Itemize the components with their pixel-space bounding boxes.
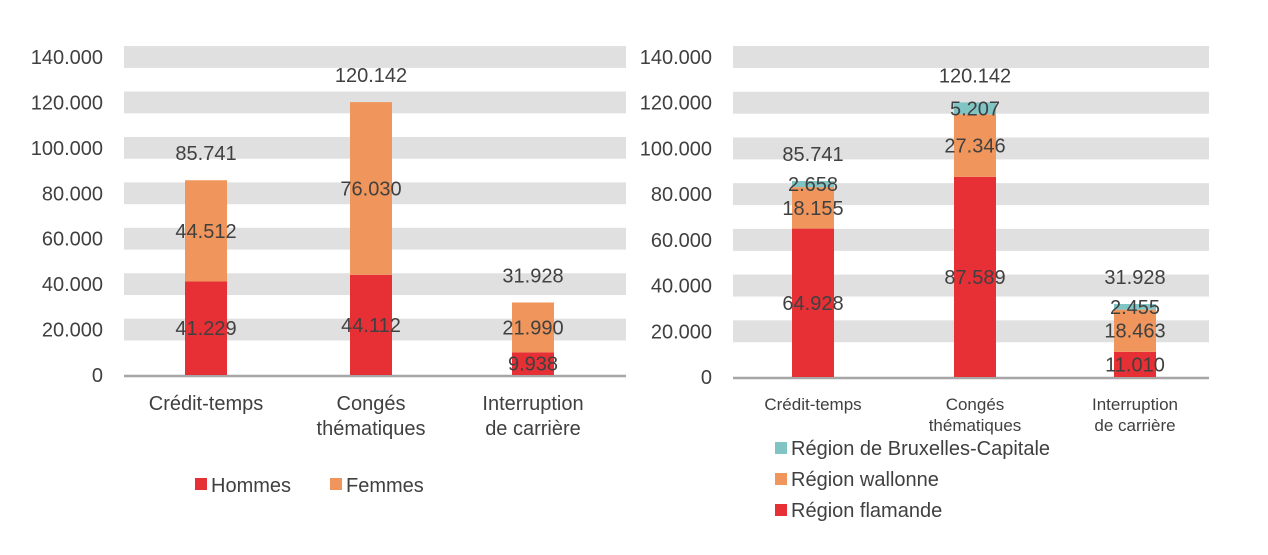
bar-segment [954,102,996,115]
legend-swatch [195,478,207,490]
y-tick-label: 100.000 [31,138,103,160]
data-label: 11.010 [1105,354,1165,376]
y-tick-label: 120.000 [640,93,712,115]
y-tick-label: 120.000 [31,92,103,114]
data-label: 2.658 [788,174,838,196]
data-label: 2.455 [1110,297,1160,319]
bar-segment [1114,309,1156,352]
legend-label: Hommes [211,475,291,497]
data-label: 87.589 [944,267,1005,289]
y-tick-label: 80.000 [42,183,103,205]
bar-segment [185,180,227,282]
bar-segment [350,102,392,275]
total-label: 85.741 [175,143,236,165]
category-label: de carrière [485,418,581,440]
data-label: 44.512 [175,221,236,243]
total-label: 120.142 [335,65,407,87]
data-label: 27.346 [944,136,1005,158]
data-label: 9.938 [508,354,558,376]
legend-swatch [775,442,787,454]
data-label: 41.229 [175,318,236,340]
legend-label: Région de Bruxelles-Capitale [791,438,1050,460]
category-label: Interruption [1092,395,1178,414]
y-tick-label: 140.000 [640,47,712,69]
total-label: 85.741 [782,144,843,166]
y-tick-label: 20.000 [42,320,103,342]
y-tick-label: 20.000 [651,321,712,343]
grid-band [733,46,1209,68]
y-tick-label: 140.000 [31,47,103,69]
legend-swatch [330,478,342,490]
data-label: 64.928 [782,293,843,315]
y-tick-label: 40.000 [651,276,712,298]
data-label: 76.030 [340,178,401,200]
total-label: 120.142 [939,65,1011,87]
legend-swatch [775,473,787,485]
legend-label: Région flamande [791,500,942,522]
total-label: 31.928 [502,265,563,287]
bar-segment [512,352,554,375]
bar-segment [954,114,996,177]
y-tick-label: 60.000 [42,229,103,251]
bar-segment [185,281,227,375]
y-tick-label: 0 [92,365,103,387]
total-label: 31.928 [1104,267,1165,289]
y-tick-label: 60.000 [651,230,712,252]
bar-segment [512,302,554,353]
data-label: 44.112 [341,315,401,337]
category-label: thématiques [317,418,426,440]
data-label: 21.990 [502,317,563,339]
category-label: Crédit-temps [764,395,861,414]
bar-segment [1114,304,1156,310]
bar-segment [1114,351,1156,377]
legend-label: Femmes [346,475,424,497]
legend-label: Région wallonne [791,469,939,491]
category-label: Interruption [482,393,583,415]
category-label: Congés [946,395,1005,414]
y-tick-label: 80.000 [651,184,712,206]
bar-segment [350,274,392,375]
y-tick-label: 40.000 [42,274,103,296]
grid-band [124,46,626,68]
data-label: 18.155 [782,198,843,220]
bar-segment [792,187,834,229]
category-label: Congés [337,393,406,415]
legend-swatch [775,504,787,516]
bar-segment [954,176,996,377]
category-label: thématiques [929,416,1022,435]
data-label: 5.207 [950,98,1000,120]
bar-segment [792,228,834,377]
y-tick-label: 0 [701,367,712,389]
category-label: de carrière [1094,416,1175,435]
bar-segment [792,181,834,188]
data-label: 18.463 [1104,321,1165,343]
y-tick-label: 100.000 [640,138,712,160]
category-label: Crédit-temps [149,393,263,415]
